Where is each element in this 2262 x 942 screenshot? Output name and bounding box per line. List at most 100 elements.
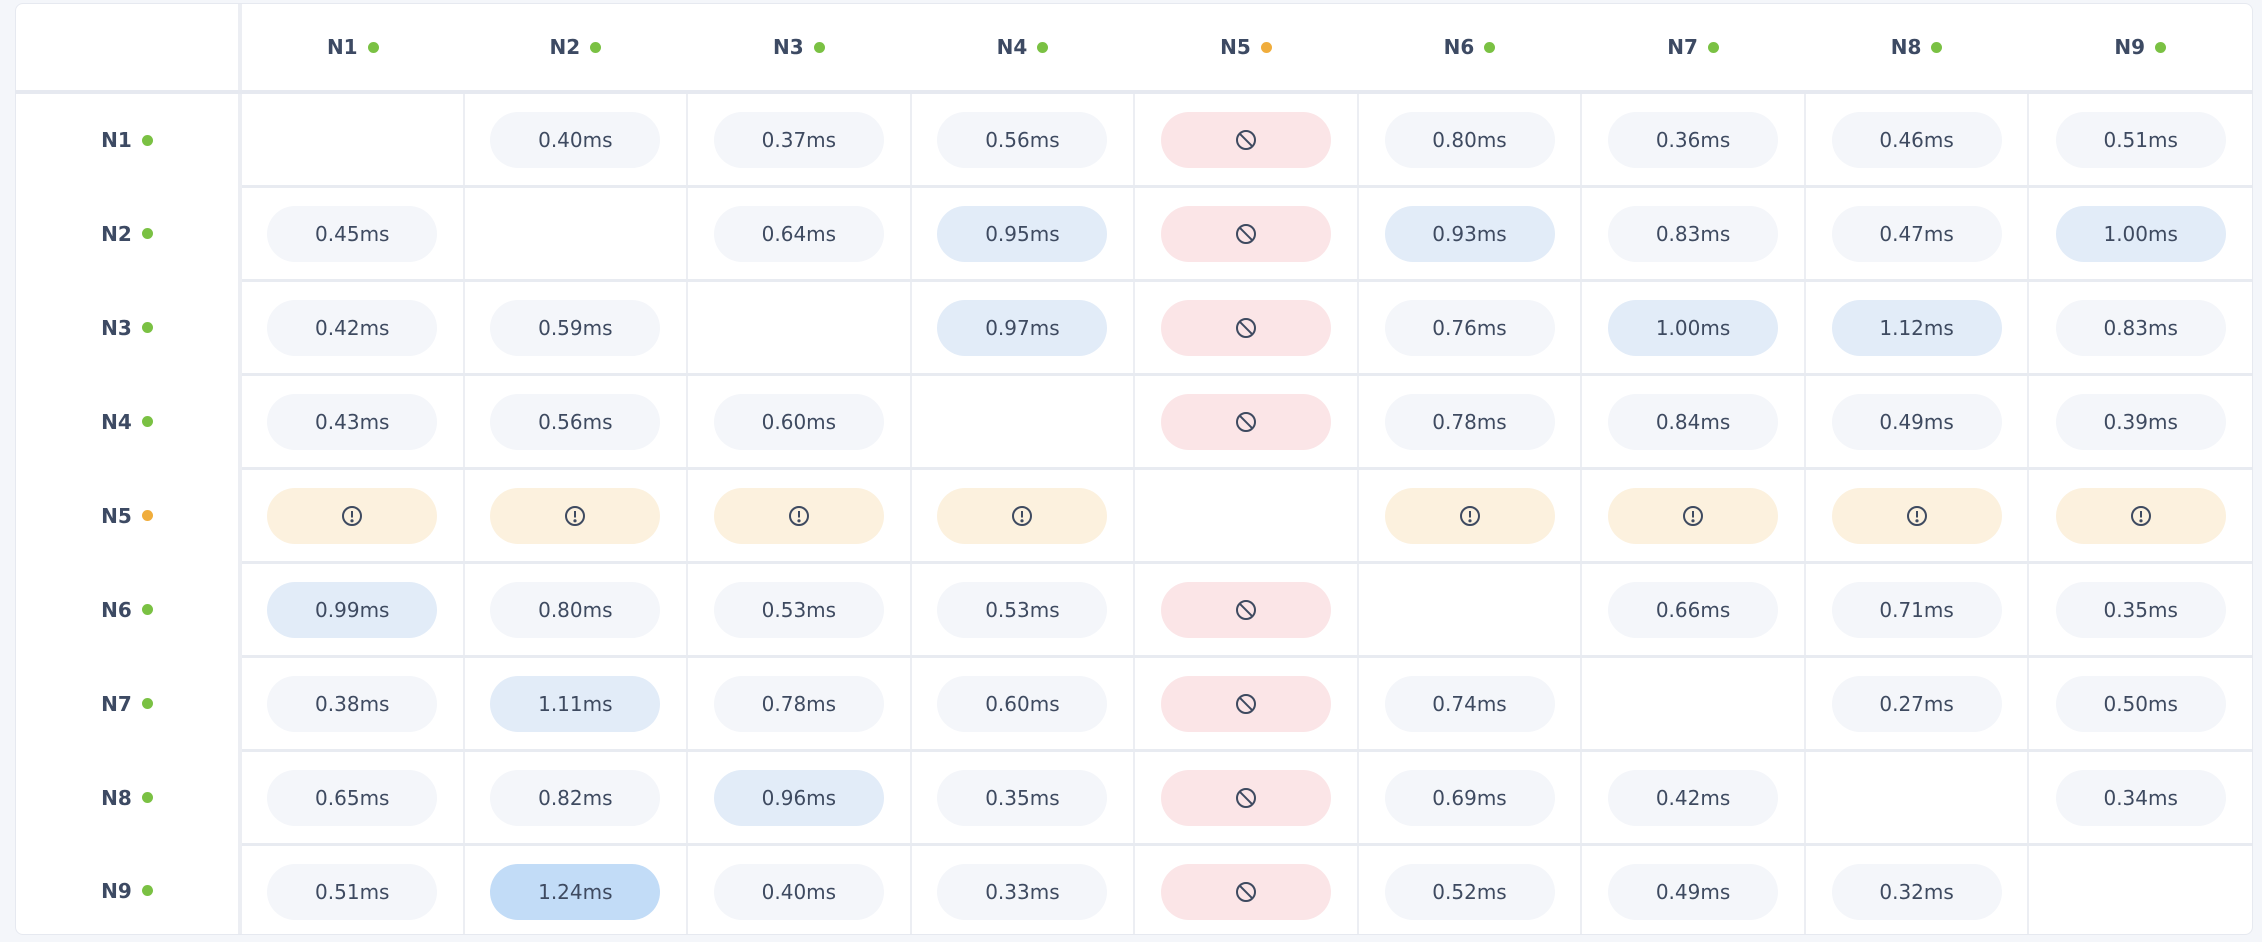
latency-pill[interactable]: 0.60ms bbox=[937, 675, 1108, 732]
warning-icon bbox=[1458, 504, 1482, 528]
latency-pill[interactable]: 0.52ms bbox=[1384, 863, 1555, 920]
blocked-pill[interactable] bbox=[1160, 111, 1331, 168]
latency-pill[interactable]: 0.76ms bbox=[1384, 299, 1555, 356]
matrix-cell bbox=[909, 373, 1135, 469]
node-name: N7 bbox=[101, 691, 132, 716]
latency-pill[interactable]: 0.56ms bbox=[490, 393, 661, 450]
latency-pill[interactable]: 0.39ms bbox=[2055, 393, 2226, 450]
latency-pill[interactable]: 0.53ms bbox=[713, 581, 884, 638]
warning-pill[interactable] bbox=[1608, 487, 1779, 544]
blocked-pill[interactable] bbox=[1160, 393, 1331, 450]
latency-pill[interactable]: 0.47ms bbox=[1831, 205, 2002, 262]
latency-pill[interactable]: 0.93ms bbox=[1384, 205, 1555, 262]
latency-pill[interactable]: 0.78ms bbox=[713, 675, 884, 732]
latency-pill[interactable]: 0.83ms bbox=[2055, 299, 2226, 356]
latency-pill[interactable]: 0.42ms bbox=[1608, 769, 1779, 826]
latency-pill[interactable]: 0.80ms bbox=[1384, 111, 1555, 168]
warning-pill[interactable] bbox=[1831, 487, 2002, 544]
latency-pill[interactable]: 0.36ms bbox=[1608, 111, 1779, 168]
matrix-cell bbox=[1133, 749, 1358, 845]
matrix-cell: 0.53ms bbox=[686, 561, 911, 657]
matrix-row: N8 0.65ms 0.82ms 0.96ms 0.35ms 0.69ms 0.42ms 0.… bbox=[16, 749, 2252, 845]
latency-pill[interactable]: 1.11ms bbox=[490, 675, 661, 732]
latency-pill[interactable]: 0.38ms bbox=[267, 675, 438, 732]
blocked-icon bbox=[1234, 128, 1258, 152]
matrix-cell: 0.78ms bbox=[1356, 373, 1582, 469]
blocked-icon bbox=[1234, 316, 1258, 340]
latency-pill[interactable]: 0.64ms bbox=[713, 205, 884, 262]
matrix-cell: 0.39ms bbox=[2027, 373, 2252, 469]
latency-pill[interactable]: 0.35ms bbox=[2055, 581, 2226, 638]
blocked-pill[interactable] bbox=[1160, 581, 1331, 638]
warning-pill[interactable] bbox=[267, 487, 438, 544]
latency-pill[interactable]: 0.95ms bbox=[937, 205, 1108, 262]
status-dot-online bbox=[590, 41, 602, 53]
latency-pill[interactable]: 0.40ms bbox=[490, 111, 661, 168]
matrix-cell: 0.40ms bbox=[686, 843, 911, 934]
latency-pill[interactable]: 0.37ms bbox=[713, 111, 884, 168]
latency-pill[interactable]: 1.12ms bbox=[1831, 299, 2002, 356]
latency-pill[interactable]: 0.82ms bbox=[490, 769, 661, 826]
node-name: N6 bbox=[101, 597, 132, 622]
latency-pill[interactable]: 0.42ms bbox=[267, 299, 438, 356]
latency-pill[interactable]: 0.51ms bbox=[2055, 111, 2226, 168]
matrix-row: N9 0.51ms 1.24ms 0.40ms 0.33ms 0.52ms 0.49ms 0.… bbox=[16, 843, 2252, 934]
matrix-row: N3 0.42ms 0.59ms 0.97ms 0.76ms 1.00ms 1.12ms 0.… bbox=[16, 279, 2252, 375]
warning-pill[interactable] bbox=[490, 487, 661, 544]
matrix-cell: 0.42ms bbox=[239, 279, 464, 375]
latency-pill[interactable]: 0.32ms bbox=[1831, 863, 2002, 920]
latency-pill[interactable]: 0.99ms bbox=[267, 581, 438, 638]
latency-pill[interactable]: 0.53ms bbox=[937, 581, 1108, 638]
warning-pill[interactable] bbox=[1384, 487, 1555, 544]
latency-pill[interactable]: 0.45ms bbox=[267, 205, 438, 262]
latency-pill[interactable]: 0.51ms bbox=[267, 863, 438, 920]
latency-pill[interactable]: 0.34ms bbox=[2055, 769, 2226, 826]
row-label-n4: N4 bbox=[101, 410, 153, 434]
latency-pill[interactable]: 0.60ms bbox=[713, 393, 884, 450]
matrix-cell: 1.11ms bbox=[462, 655, 688, 751]
warning-pill[interactable] bbox=[937, 487, 1108, 544]
latency-pill[interactable]: 0.80ms bbox=[490, 581, 661, 638]
latency-pill[interactable]: 0.50ms bbox=[2055, 675, 2226, 732]
matrix-cell bbox=[1133, 843, 1358, 934]
latency-pill[interactable]: 0.40ms bbox=[713, 863, 884, 920]
latency-pill[interactable]: 0.35ms bbox=[937, 769, 1108, 826]
node-name: N3 bbox=[773, 35, 804, 59]
latency-pill[interactable]: 0.27ms bbox=[1831, 675, 2002, 732]
latency-pill[interactable]: 1.24ms bbox=[490, 863, 661, 920]
latency-pill[interactable]: 0.69ms bbox=[1384, 769, 1555, 826]
latency-pill[interactable]: 0.71ms bbox=[1831, 581, 2002, 638]
blocked-pill[interactable] bbox=[1160, 299, 1331, 356]
latency-pill[interactable]: 0.96ms bbox=[713, 769, 884, 826]
matrix-cell: 0.36ms bbox=[1580, 92, 1805, 187]
latency-pill[interactable]: 0.97ms bbox=[937, 299, 1108, 356]
latency-pill[interactable]: 0.56ms bbox=[937, 111, 1108, 168]
warning-pill[interactable] bbox=[713, 487, 884, 544]
matrix-cell: 0.47ms bbox=[1803, 185, 2029, 281]
column-label-n5: N5 bbox=[1220, 35, 1272, 59]
blocked-icon bbox=[1234, 598, 1258, 622]
blocked-pill[interactable] bbox=[1160, 863, 1331, 920]
latency-pill[interactable]: 0.46ms bbox=[1831, 111, 2002, 168]
latency-pill[interactable]: 0.59ms bbox=[490, 299, 661, 356]
warning-pill[interactable] bbox=[2055, 487, 2226, 544]
latency-pill[interactable]: 0.74ms bbox=[1384, 675, 1555, 732]
latency-pill[interactable]: 0.49ms bbox=[1608, 863, 1779, 920]
matrix-cell: 0.71ms bbox=[1803, 561, 2029, 657]
latency-pill[interactable]: 0.49ms bbox=[1831, 393, 2002, 450]
latency-pill[interactable]: 0.83ms bbox=[1608, 205, 1779, 262]
matrix-cell: 0.97ms bbox=[909, 279, 1135, 375]
latency-pill[interactable]: 0.84ms bbox=[1608, 393, 1779, 450]
matrix-cell: 0.49ms bbox=[1803, 373, 2029, 469]
blocked-pill[interactable] bbox=[1160, 205, 1331, 262]
latency-pill[interactable]: 0.78ms bbox=[1384, 393, 1555, 450]
latency-pill[interactable]: 0.33ms bbox=[937, 863, 1108, 920]
blocked-pill[interactable] bbox=[1160, 769, 1331, 826]
latency-pill[interactable]: 0.43ms bbox=[267, 393, 438, 450]
blocked-icon bbox=[1234, 786, 1258, 810]
latency-pill[interactable]: 0.66ms bbox=[1608, 581, 1779, 638]
latency-pill[interactable]: 1.00ms bbox=[2055, 205, 2226, 262]
latency-pill[interactable]: 1.00ms bbox=[1608, 299, 1779, 356]
blocked-pill[interactable] bbox=[1160, 675, 1331, 732]
latency-pill[interactable]: 0.65ms bbox=[267, 769, 438, 826]
